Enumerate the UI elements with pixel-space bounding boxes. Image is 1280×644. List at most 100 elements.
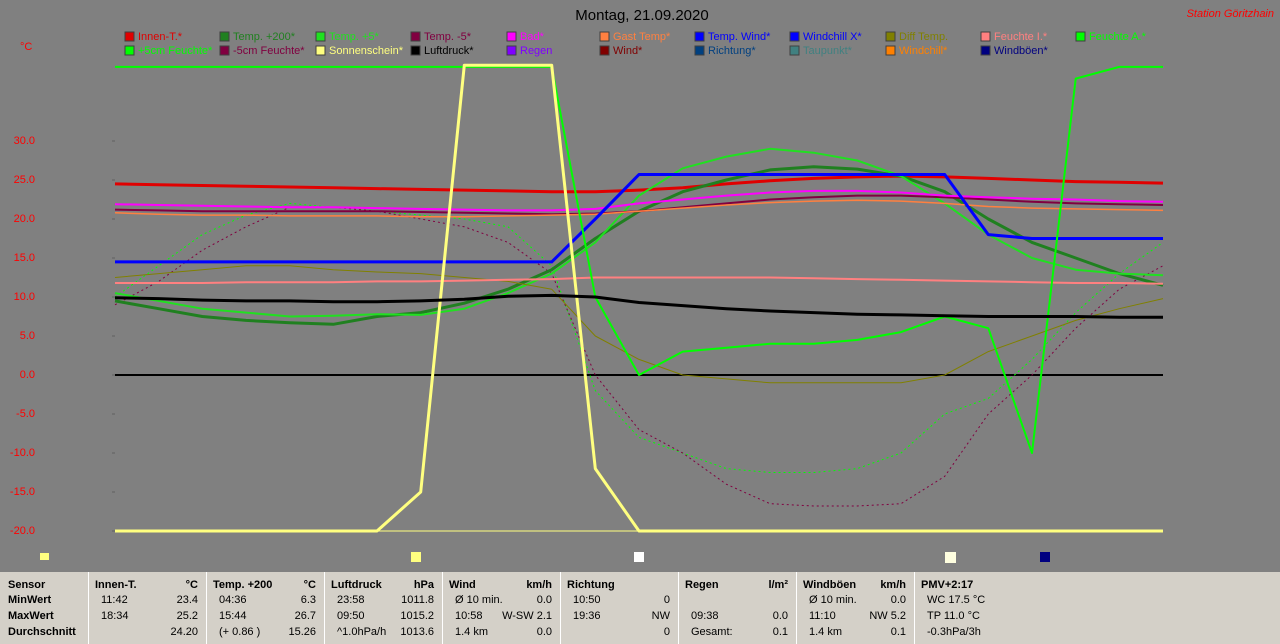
legend-swatch (315, 31, 326, 42)
series-line (114, 189, 1164, 212)
background (0, 0, 1280, 570)
column: Innen-T. °C 11:42 23.4 18:34 25.2 24.20 (88, 572, 206, 644)
legend-label: Temp. +5* (329, 31, 380, 43)
legend-swatch (1075, 31, 1086, 42)
legend-swatch (599, 31, 610, 42)
legend-swatch (124, 45, 135, 56)
series-line (115, 63, 1163, 533)
legend-label: Bad* (520, 31, 545, 43)
cell: W-SW 2.1 (502, 610, 552, 622)
chart-title: Montag, 21.09.2020 (575, 7, 708, 24)
cell: Ø 10 min. (809, 594, 857, 606)
cell: 1015.2 (400, 610, 434, 622)
unit: °C (185, 579, 198, 591)
icon (411, 552, 421, 562)
unit: hPa (413, 579, 434, 591)
legend-swatch (219, 45, 230, 56)
legend-label: +5cm Feuchte* (138, 45, 213, 57)
header: Luftdruck (331, 579, 382, 591)
icon (634, 552, 644, 562)
y-tick-label: -10.0 (10, 447, 35, 459)
column: Sensor MinWert MaxWert Durchschnitt (0, 572, 88, 644)
cell: 18:34 (101, 610, 129, 622)
cell: 11:42 (101, 594, 128, 606)
legend-swatch (789, 45, 800, 56)
cell: Ø 10 min. (455, 594, 503, 606)
cell: 1013.6 (400, 626, 434, 638)
column: Richtung 10:50 0 19:36 NW 0 (560, 572, 678, 644)
row-label: Durchschnitt (8, 626, 76, 638)
column: Temp. +200 °C 04:36 6.3 15:44 26.7 (+ 0.86 ) 15… (206, 572, 324, 644)
chart: Montag, 21.09.2020 Station Göritzhain °C… (0, 0, 1280, 570)
row-label: MinWert (8, 594, 52, 606)
series-line (115, 173, 1163, 264)
icon (1040, 552, 1050, 562)
y-tick-label: 25.0 (14, 174, 35, 186)
cell: 0.1 (772, 626, 788, 638)
cell: 0.0 (772, 610, 788, 622)
cell: 09:38 (691, 610, 719, 622)
column: Luftdruck hPa 23:58 1011.8 09:50 1015.2 ^1.0hP… (324, 572, 442, 644)
legend-label: Windböen* (994, 45, 1049, 57)
unit: °C (303, 579, 316, 591)
y-tick-label: 30.0 (14, 135, 35, 147)
legend-swatch (599, 45, 610, 56)
cell: 1.4 km (809, 626, 843, 638)
legend-label: Windchill X* (803, 31, 862, 43)
legend-swatch (410, 45, 421, 56)
unit: km/h (880, 579, 906, 591)
legend-swatch (124, 31, 135, 42)
cell: 25.2 (176, 610, 198, 622)
cell: NW (651, 610, 670, 622)
cell: ^1.0hPa/h (337, 626, 387, 638)
legend-label: Luftdruck* (424, 45, 474, 57)
cell: 15:44 (219, 610, 247, 622)
series-line (115, 276, 1164, 285)
cell: 26.7 (294, 610, 316, 622)
cell: 23:58 (337, 594, 365, 606)
unit: l/m² (768, 579, 788, 591)
legend-swatch (506, 31, 517, 42)
icon (40, 553, 49, 560)
cell: 0 (663, 626, 670, 638)
legend-swatch (885, 31, 896, 42)
column: Wind km/h Ø 10 min. 0.0 10:58 W-SW 2.1 1.4 km 0… (442, 572, 560, 644)
header: Innen-T. (95, 579, 137, 591)
unit: km/h (526, 579, 552, 591)
header: Temp. +200 (213, 579, 273, 591)
legend-swatch (789, 31, 800, 42)
cell: 04:36 (219, 594, 247, 606)
legend-label: Innen-T.* (138, 31, 183, 43)
legend-label: Wind* (613, 45, 643, 57)
station: Station Göritzhain (1187, 8, 1274, 20)
cell: -0.3hPa/3h (927, 626, 981, 638)
cell: (+ 0.86 ) (219, 626, 261, 638)
column: PMV+2:17 WC 17.5 °C TP 11.0 °C -0.3hPa/3h (914, 572, 1054, 644)
y-tick-label: 20.0 (14, 213, 35, 225)
cell: 0 (663, 594, 670, 606)
legend-label: Windchill* (899, 45, 948, 57)
legend-label: Feuchte I.* (994, 31, 1048, 43)
y-tick-label: -5.0 (16, 408, 35, 420)
cell: 0.0 (890, 594, 906, 606)
y-tick-label: 10.0 (14, 291, 35, 303)
cell: TP 11.0 °C (927, 610, 980, 622)
y-tick-label: -20.0 (10, 525, 35, 537)
legend-swatch (694, 31, 705, 42)
legend-swatch (410, 31, 421, 42)
header: Richtung (567, 579, 615, 591)
y-axis-label: °C (20, 41, 32, 53)
legend-swatch (980, 45, 991, 56)
series-line (114, 174, 1164, 194)
legend-swatch (506, 45, 517, 56)
cell: 11:10 (809, 610, 836, 622)
legend-label: Richtung* (708, 45, 756, 57)
cell: 0.0 (536, 626, 552, 638)
cell: 0.0 (536, 594, 552, 606)
legend-label: -5cm Feuchte* (233, 45, 305, 57)
cell: 19:36 (573, 610, 601, 622)
header: PMV+2:17 (921, 579, 974, 591)
header: Windböen (803, 579, 857, 591)
legend-swatch (885, 45, 896, 56)
